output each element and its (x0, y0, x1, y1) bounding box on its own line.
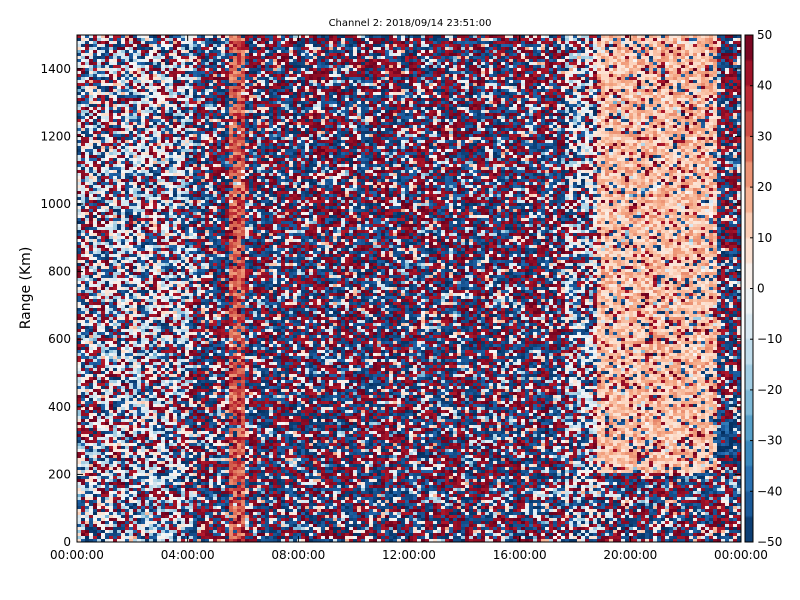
colorbar-tick-label: 0 (757, 282, 765, 296)
y-tick-label: 800 (48, 265, 71, 279)
y-tick-label: 600 (48, 332, 71, 346)
y-axis: 0 200 400 600 800 1000 1200 1400 (40, 62, 741, 549)
colorbar-tick-label: 50 (757, 28, 772, 42)
x-tick-label: 16:00:00 (493, 548, 547, 562)
x-tick-label: 12:00:00 (382, 548, 436, 562)
x-tick-label: 08:00:00 (271, 548, 325, 562)
y-tick-label: 0 (63, 535, 71, 549)
plot-frame (76, 34, 742, 543)
colorbar-tick-label: −10 (757, 332, 782, 346)
colorbar (745, 35, 753, 542)
y-tick-label: 200 (48, 467, 71, 481)
colorbar-tick-label: −50 (757, 535, 782, 549)
x-tick-label: 20:00:00 (603, 548, 657, 562)
y-tick-label: 1400 (40, 62, 71, 76)
x-tick-label: 00:00:00 (714, 548, 768, 562)
y-tick-label: 1000 (40, 197, 71, 211)
colorbar-axis: 50 40 30 20 10 0 −10 −20 −30 −40 −50 (750, 28, 782, 549)
x-axis: 00:00:00 04:00:00 08:00:00 12:00:00 16:00:00… (50, 35, 768, 562)
colorbar-tick-label: 30 (757, 129, 772, 143)
y-axis-label: Range (Km) (18, 247, 34, 330)
y-tick-label: 1200 (40, 129, 71, 143)
x-tick-label: 04:00:00 (161, 548, 215, 562)
colorbar-tick-label: −40 (757, 484, 782, 498)
heatmap-plot (77, 35, 741, 542)
y-tick-label: 400 (48, 400, 71, 414)
chart-title: Channel 2: 2018/09/14 23:51:00 (329, 18, 492, 29)
colorbar-tick-label: 20 (757, 180, 772, 194)
colorbar-tick-label: −30 (757, 434, 782, 448)
colorbar-tick-label: −20 (757, 383, 782, 397)
colorbar-tick-label: 40 (757, 79, 772, 93)
x-tick-label: 00:00:00 (50, 548, 104, 562)
colorbar-tick-label: 10 (757, 231, 772, 245)
